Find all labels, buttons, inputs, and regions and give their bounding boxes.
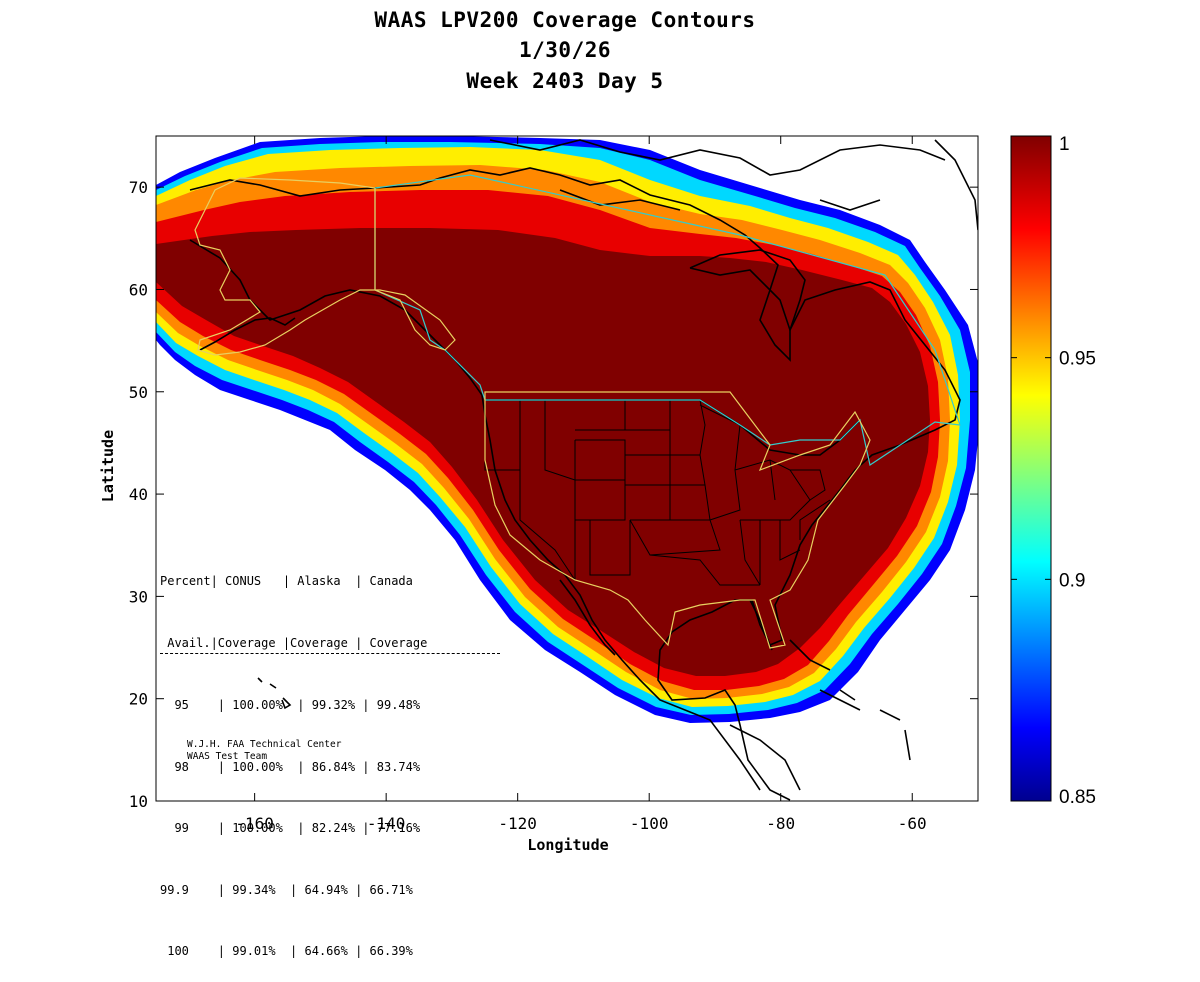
coverage-region-boundaries bbox=[194, 174, 961, 649]
x-tick-label: -100 bbox=[630, 814, 669, 833]
x-tick-label: -60 bbox=[898, 814, 927, 833]
stats-row: 99.9 | 99.34% | 64.94% | 66.71% bbox=[160, 882, 413, 897]
coastline-greenland bbox=[934, 139, 978, 231]
x-axis-label: Longitude bbox=[527, 836, 609, 854]
coastline-north-america bbox=[189, 167, 961, 801]
colorbar-label: 0.95 bbox=[1059, 349, 1096, 370]
alaska-region-boundary bbox=[194, 177, 456, 356]
state-lines bbox=[484, 399, 831, 586]
x-axis-ticks: -160 -140 -120 -100 -80 -60 bbox=[235, 136, 927, 833]
x-tick-label: -160 bbox=[235, 814, 274, 833]
colorbar bbox=[1010, 135, 1052, 802]
stats-header-2: Avail.|Coverage |Coverage | Coverage bbox=[160, 633, 500, 654]
map-week-day: Week 2403 Day 5 bbox=[466, 69, 664, 93]
y-axis-ticks: 10 20 30 40 50 60 70 bbox=[129, 178, 978, 811]
y-tick-label: 20 bbox=[129, 690, 148, 709]
coastline-pacific bbox=[189, 239, 761, 791]
colorbar-ticks: 1 0.95 0.9 0.85 bbox=[1011, 134, 1096, 808]
x-tick-label: -80 bbox=[766, 814, 795, 833]
y-tick-label: 30 bbox=[129, 587, 148, 606]
us-state-borders bbox=[484, 399, 831, 586]
y-tick-label: 60 bbox=[129, 280, 148, 299]
y-tick-label: 50 bbox=[129, 383, 148, 402]
colorbar-label: 0.85 bbox=[1059, 787, 1096, 808]
coastline-arctic-islands bbox=[489, 139, 946, 211]
coastline-baja bbox=[559, 579, 616, 656]
stats-row: 98 | 100.00% | 86.84% | 83.74% bbox=[160, 759, 421, 774]
coverage-stats-table: Percent| CONUS | Alaska | Canada Avail.|… bbox=[160, 530, 500, 982]
stats-row: 100 | 99.01% | 64.66% | 66.39% bbox=[160, 944, 413, 958]
credit-line-1: W.J.H. FAA Technical Center bbox=[187, 739, 342, 750]
coastlines bbox=[189, 139, 978, 801]
contour-band-dark-red bbox=[156, 228, 930, 676]
colorbar-label: 0.9 bbox=[1059, 570, 1085, 591]
coastline-hudson-bay bbox=[689, 249, 806, 333]
stats-row: 95 | 100.00% | 99.32% | 99.48% bbox=[160, 698, 421, 712]
map-date: 1/30/26 bbox=[518, 38, 612, 62]
coastline-central-america bbox=[729, 689, 861, 791]
x-tick-label: -140 bbox=[367, 814, 406, 833]
axes-frame bbox=[155, 135, 979, 802]
y-tick-label: 70 bbox=[129, 178, 148, 197]
y-tick-label: 10 bbox=[129, 792, 148, 811]
credit-line-2: WAAS Test Team bbox=[187, 751, 268, 762]
y-tick-label: 40 bbox=[129, 485, 148, 504]
stats-row: 99 | 100.00% | 82.24% | 77.16% bbox=[160, 821, 421, 835]
coastline-caribbean bbox=[789, 639, 911, 761]
colorbar-label: 1 bbox=[1059, 134, 1070, 155]
y-axis-label: Latitude bbox=[99, 429, 117, 503]
conus-region-boundary bbox=[484, 391, 871, 649]
map-title: WAAS LPV200 Coverage Contours bbox=[374, 8, 756, 32]
stats-header-1: Percent| CONUS | Alaska | Canada bbox=[160, 574, 413, 588]
coastline-hawaii bbox=[257, 677, 292, 710]
canada-region-boundary bbox=[374, 174, 961, 466]
x-tick-label: -120 bbox=[498, 814, 537, 833]
credit-text: W.J.H. FAA Technical Center WAAS Test Tea… bbox=[187, 739, 341, 763]
coastline-alaska-peninsula bbox=[199, 317, 296, 351]
